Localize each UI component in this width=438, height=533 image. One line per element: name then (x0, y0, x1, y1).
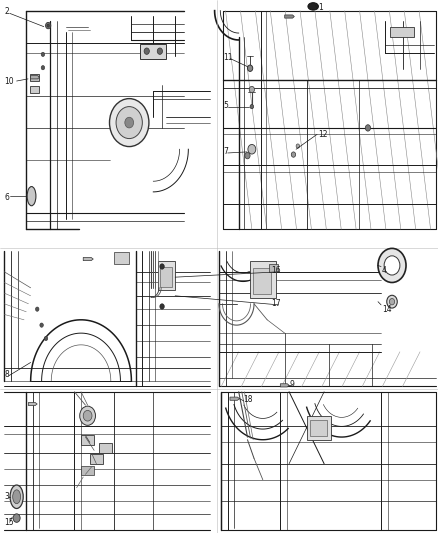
Bar (90, 454, 103, 464)
Circle shape (47, 24, 49, 27)
Bar (99, 443, 112, 453)
Circle shape (83, 410, 92, 421)
Bar (310, 420, 327, 436)
Circle shape (80, 406, 95, 425)
Ellipse shape (308, 3, 318, 10)
Bar (390, 27, 414, 37)
Text: 16: 16 (272, 266, 281, 274)
Polygon shape (31, 76, 39, 79)
Polygon shape (83, 257, 93, 261)
Text: 3: 3 (4, 492, 9, 501)
Text: 9: 9 (289, 381, 294, 389)
Text: 15: 15 (4, 518, 14, 527)
Text: 4: 4 (382, 266, 387, 275)
Circle shape (144, 48, 149, 54)
Circle shape (247, 65, 253, 71)
Circle shape (116, 107, 142, 139)
Text: 2: 2 (4, 7, 9, 16)
Circle shape (46, 22, 51, 29)
Ellipse shape (10, 485, 23, 508)
Circle shape (365, 125, 371, 131)
Bar (158, 261, 175, 290)
Circle shape (389, 298, 395, 305)
Circle shape (291, 152, 296, 157)
Circle shape (40, 323, 43, 327)
Circle shape (110, 99, 149, 147)
Text: 7: 7 (223, 148, 228, 156)
Circle shape (384, 256, 400, 275)
Bar (253, 268, 271, 294)
Text: 14: 14 (382, 305, 392, 313)
Circle shape (387, 295, 397, 308)
Circle shape (44, 336, 48, 341)
Bar (140, 44, 166, 59)
Polygon shape (280, 384, 289, 387)
Text: 8: 8 (4, 370, 9, 379)
Bar (81, 466, 94, 475)
Polygon shape (285, 15, 294, 18)
Bar (30, 74, 39, 81)
Text: 6: 6 (4, 193, 9, 201)
Text: 5: 5 (223, 101, 228, 109)
Bar (250, 261, 276, 298)
Text: 17: 17 (272, 300, 281, 308)
Circle shape (157, 48, 162, 54)
Polygon shape (230, 397, 240, 400)
Circle shape (35, 307, 39, 311)
Bar (160, 266, 172, 287)
Ellipse shape (13, 490, 21, 504)
Circle shape (378, 248, 406, 282)
Bar (81, 435, 94, 445)
Circle shape (296, 144, 300, 148)
Polygon shape (28, 402, 37, 406)
Bar (307, 416, 331, 440)
Bar (269, 264, 278, 272)
Circle shape (248, 144, 256, 154)
Circle shape (41, 66, 45, 70)
Bar (30, 86, 39, 93)
Circle shape (41, 52, 45, 56)
Ellipse shape (27, 187, 36, 206)
Circle shape (160, 264, 164, 269)
Text: 1: 1 (318, 4, 323, 12)
Bar (114, 252, 129, 264)
Circle shape (13, 514, 20, 522)
Circle shape (125, 117, 134, 128)
Text: 12: 12 (318, 130, 328, 139)
Text: 11: 11 (223, 53, 233, 62)
Circle shape (250, 104, 254, 109)
Text: 10: 10 (4, 77, 14, 85)
Text: 18: 18 (244, 395, 253, 404)
Circle shape (249, 86, 254, 93)
Circle shape (160, 304, 164, 309)
Circle shape (245, 152, 250, 159)
